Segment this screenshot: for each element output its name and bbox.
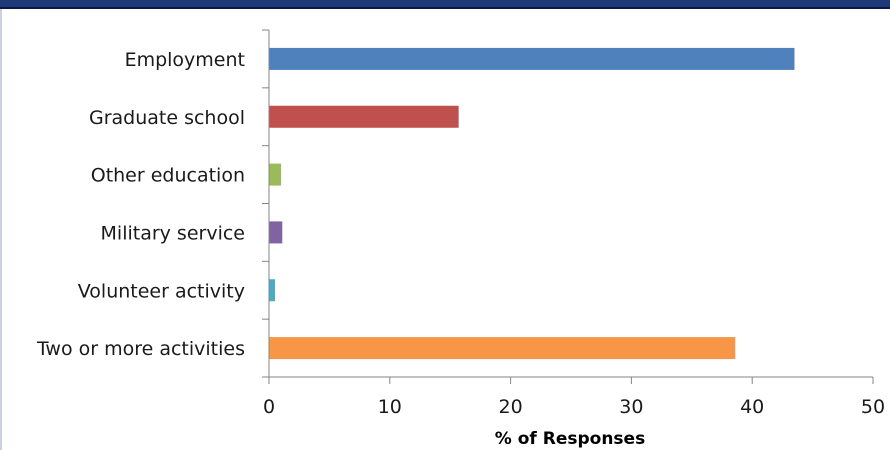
bar-other-education	[269, 163, 282, 186]
category-label: Graduate school	[89, 107, 245, 129]
bar-group	[269, 47, 795, 360]
window-left-border	[0, 9, 2, 450]
x-tick-label: 10	[378, 396, 402, 418]
x-axis-title: % of Responses	[495, 429, 645, 449]
category-label: Volunteer activity	[78, 280, 245, 302]
x-tick-label: 50	[861, 396, 885, 418]
x-tick-labels: 0 10 20 30 40 50	[263, 396, 885, 418]
category-label: Employment	[125, 49, 245, 71]
bar-volunteer-activity	[269, 279, 276, 302]
window-top-border	[0, 0, 890, 9]
bar-military-service	[269, 221, 283, 244]
bar-employment	[269, 47, 795, 70]
x-tick-label: 20	[499, 396, 523, 418]
bar-graduate-school	[269, 105, 459, 128]
category-label: Other education	[91, 165, 245, 187]
category-label: Two or more activities	[36, 338, 245, 360]
x-tick-label: 0	[263, 396, 275, 418]
category-label: Military service	[101, 222, 245, 244]
bar-two-or-more-activities	[269, 337, 736, 360]
x-tick-label: 40	[740, 396, 764, 418]
category-labels: Employment Graduate school Other education…	[36, 49, 245, 360]
axes	[262, 29, 874, 384]
x-tick-label: 30	[619, 396, 643, 418]
